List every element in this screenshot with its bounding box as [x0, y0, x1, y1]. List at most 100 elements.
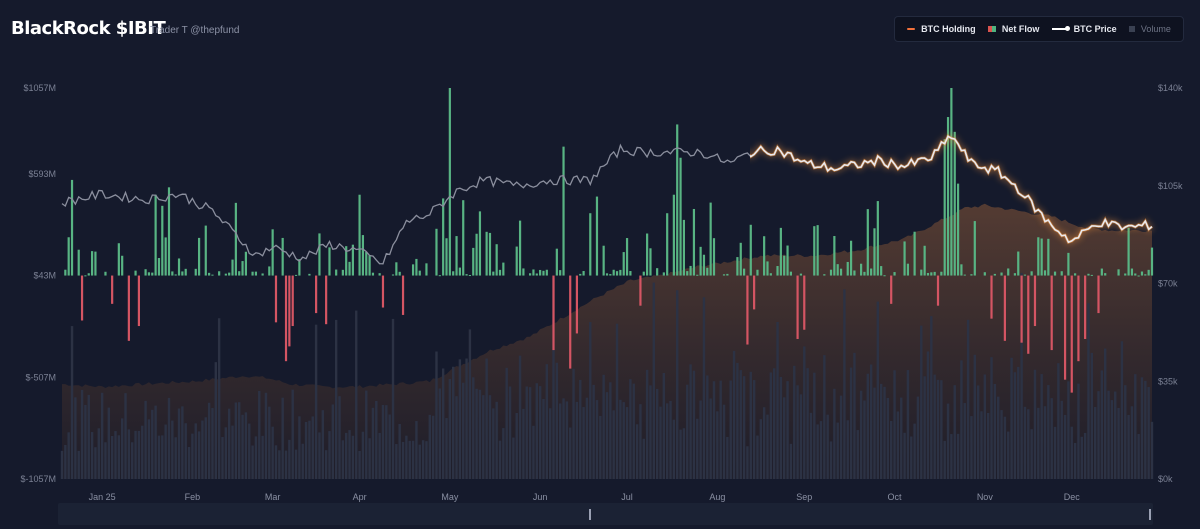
volume-bar: [883, 386, 886, 479]
right-axis-tick: $35k: [1158, 376, 1178, 386]
net-inflow-bar: [629, 271, 632, 276]
net-inflow-bar: [963, 274, 966, 276]
volume-bar: [1127, 414, 1130, 479]
volume-bar: [1003, 416, 1007, 479]
volume-bar: [421, 440, 425, 479]
net-inflow-bar: [1117, 269, 1120, 276]
net-inflow-bar: [953, 131, 956, 276]
net-inflow-bar: [763, 236, 766, 276]
net-inflow-bar: [475, 233, 478, 276]
net-inflow-bar: [234, 202, 237, 276]
volume-bar: [525, 386, 528, 479]
flow-layer: [64, 88, 1154, 393]
net-outflow-bar: [1077, 275, 1080, 362]
volume-bar: [451, 366, 455, 479]
volume-bar: [167, 397, 171, 479]
volume-bar: [110, 435, 114, 479]
month-label: Mar: [265, 492, 281, 502]
volume-bar: [428, 414, 431, 479]
net-inflow-bar: [365, 252, 368, 276]
net-outflow-bar: [127, 275, 130, 341]
chart-title: BlackRock $IBIT: [11, 18, 166, 39]
volume-bar: [752, 380, 756, 479]
net-inflow-bar: [883, 275, 886, 277]
net-inflow-bar: [161, 205, 164, 276]
legend-price-label: BTC Price: [1073, 24, 1117, 34]
net-inflow-bar: [656, 268, 659, 276]
volume-bar: [839, 395, 843, 479]
net-inflow-bar: [411, 264, 415, 276]
net-inflow-bar: [712, 238, 716, 276]
volume-bar: [94, 447, 97, 479]
net-inflow-bar: [495, 244, 498, 276]
net-inflow-bar: [462, 200, 465, 276]
volume-bar: [334, 319, 338, 479]
volume-bar: [398, 423, 401, 479]
volume-bar: [328, 431, 331, 479]
volume-bar: [361, 431, 365, 479]
volume-bar: [766, 414, 769, 479]
volume-bar: [261, 435, 264, 479]
volume-bar: [308, 420, 311, 479]
net-inflow-bar: [702, 254, 706, 276]
range-navigator[interactable]: [58, 503, 1153, 525]
volume-bar: [769, 372, 773, 479]
volume-bar: [789, 443, 793, 479]
legend-item-price[interactable]: BTC Price: [1051, 24, 1117, 34]
net-inflow-bar: [271, 229, 274, 276]
net-inflow-bar: [595, 196, 599, 276]
net-outflow-bar: [401, 275, 405, 315]
volume-bar: [278, 450, 281, 479]
legend-item-flow[interactable]: Net Flow: [987, 24, 1039, 34]
net-outflow-bar: [1033, 275, 1037, 327]
volume-bar: [67, 432, 70, 479]
net-inflow-bar: [151, 272, 154, 276]
volume-bar: [579, 379, 582, 479]
net-inflow-bar: [418, 270, 421, 276]
volume-bar: [930, 316, 933, 479]
volume-bar: [1080, 436, 1083, 479]
net-inflow-bar: [64, 269, 67, 276]
net-inflow-bar: [341, 269, 344, 276]
volume-bar: [686, 384, 689, 479]
volume-bar: [846, 420, 849, 479]
volume-bar: [304, 421, 308, 479]
legend-item-volume[interactable]: Volume: [1128, 24, 1171, 34]
volume-bar: [331, 404, 335, 479]
volume-bar: [729, 380, 732, 479]
net-inflow-bar: [799, 273, 803, 276]
volume-bar: [201, 420, 204, 479]
volume-bar: [418, 444, 421, 479]
volume-bar: [204, 417, 207, 479]
volume-bar: [849, 367, 853, 479]
volume-bar: [532, 425, 535, 479]
navigator-handle-start[interactable]: [589, 509, 592, 520]
net-inflow-bar: [739, 242, 742, 276]
volume-bar: [665, 403, 669, 479]
net-inflow-bar: [261, 273, 264, 276]
volume-bar: [224, 427, 228, 479]
volume-bar: [60, 450, 64, 479]
legend-item-holding[interactable]: BTC Holding: [907, 24, 976, 34]
net-inflow-bar: [649, 248, 652, 276]
net-inflow-bar: [174, 274, 177, 276]
volume-bar: [1137, 434, 1140, 479]
net-inflow-bar: [582, 271, 585, 276]
net-inflow-bar: [171, 271, 174, 276]
volume-bar: [221, 437, 224, 479]
volume-bar: [706, 375, 709, 479]
volume-bar: [933, 374, 936, 479]
volume-bar: [689, 364, 692, 479]
volume-bar: [1093, 407, 1097, 479]
net-outflow-bar: [381, 275, 385, 308]
navigator-handle-end[interactable]: [1148, 509, 1151, 520]
net-inflow-bar: [829, 269, 833, 276]
net-inflow-bar: [154, 194, 157, 276]
volume-bar: [886, 397, 890, 479]
month-label: Jan 25: [89, 492, 116, 502]
net-outflow-bar: [284, 275, 288, 362]
volume-bar: [1023, 406, 1027, 479]
month-label: Oct: [888, 492, 903, 502]
volume-bar: [1060, 400, 1063, 479]
net-inflow-bar: [1043, 270, 1047, 276]
